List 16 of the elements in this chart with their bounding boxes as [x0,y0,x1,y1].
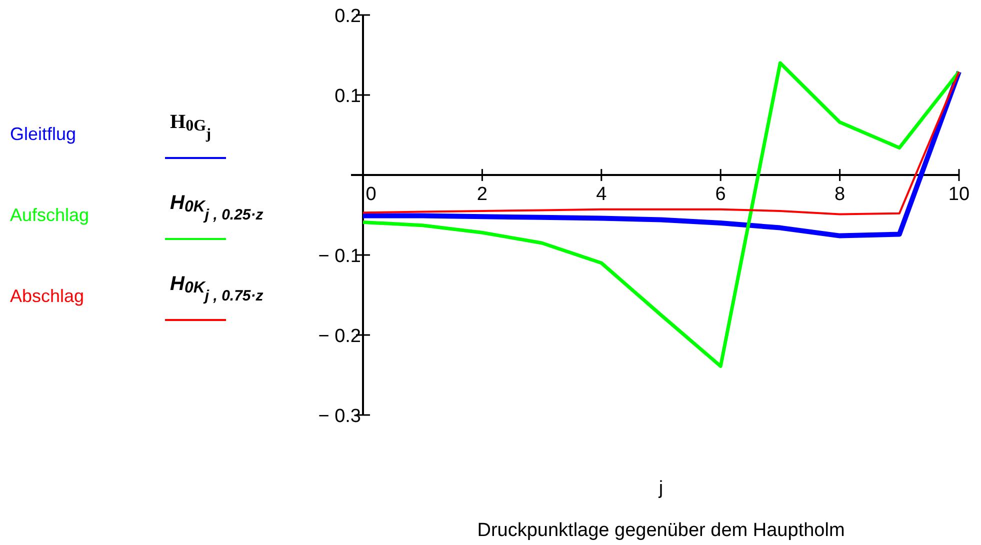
x-tick-label: 2 [476,184,488,205]
y-tick-label: 0.2 [334,6,361,27]
text: Gleitflug [10,124,76,144]
x-tick-label: 6 [715,184,726,205]
text: Aufschlag [10,205,90,225]
x-axis-title: j [658,478,664,499]
x-tick-label: 8 [834,184,846,205]
text: Abschlag [10,286,84,306]
x-tick-label: 10 [948,184,970,205]
text: Druckpunktlage gegenüber dem Hauptholm [477,520,845,541]
x-tick-label: 0 [366,184,376,205]
y-tick-label: − 0.1 [318,246,361,267]
y-tick-label: − 0.3 [318,406,361,427]
y-tick-label: − 0.2 [318,326,361,347]
y-tick-label: 0.1 [334,86,361,107]
x-tick-label: 4 [596,184,608,205]
